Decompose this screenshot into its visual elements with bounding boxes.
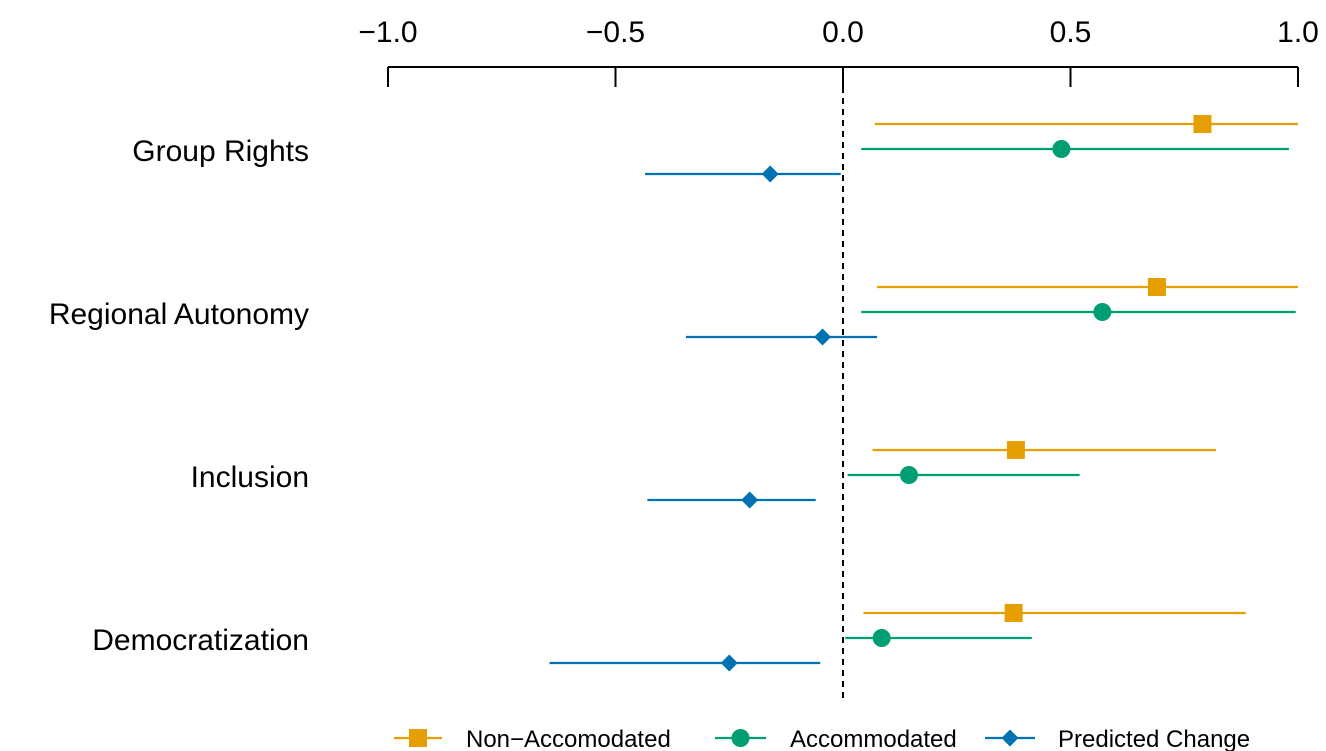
series-marks [549,115,1298,672]
legend-marker-predicted-change [1001,729,1019,747]
category-label-group-rights: Group Rights [132,135,309,168]
legend-item-accommodated: Accommodated [715,726,957,751]
series-accommodated [845,140,1296,647]
legend-marker-accommodated [731,729,750,747]
legend-item-non-accomodated: Non−Accomodated [394,726,671,751]
x-tick-label-0: −1.0 [358,16,417,49]
series-predicted-change [549,165,878,672]
category-label-democratization: Democratization [92,624,309,657]
x-tick-label-4: 1.0 [1277,16,1319,49]
x-axis: −1.0 −0.5 0.0 0.5 1.0 [358,16,1319,87]
series-non-accomodated [863,115,1298,622]
legend-item-predicted-change: Predicted Change [985,726,1250,751]
category-label-inclusion: Inclusion [191,461,309,494]
legend-label-predicted-change: Predicted Change [1058,726,1250,751]
point-predicted-change-regional-autonomy [814,328,832,346]
x-tick-label-1: −0.5 [586,16,645,49]
point-accommodated-group-rights [1052,140,1071,158]
x-tick-label-3: 0.5 [1050,16,1092,49]
legend: Non−Accomodated Accommodated Predicted Cha… [394,726,1250,751]
point-predicted-change-group-rights [761,165,779,183]
point-non-accomodated-inclusion [1006,441,1025,459]
category-label-regional-autonomy: Regional Autonomy [49,298,309,331]
point-predicted-change-democratization [720,654,738,672]
point-non-accomodated-democratization [1004,604,1023,622]
category-labels: Group Rights Regional Autonomy Inclusion De… [49,135,309,657]
x-tick-label-2: 0.0 [822,16,864,49]
legend-label-non-accomodated: Non−Accomodated [466,726,671,751]
point-predicted-change-inclusion [741,491,759,509]
point-non-accomodated-regional-autonomy [1147,278,1166,296]
legend-marker-non-accomodated [409,729,427,747]
point-non-accomodated-group-rights [1193,115,1212,133]
point-accommodated-inclusion [899,466,918,484]
point-accommodated-democratization [872,629,891,647]
point-accommodated-regional-autonomy [1093,303,1112,321]
legend-label-accommodated: Accommodated [790,726,957,751]
